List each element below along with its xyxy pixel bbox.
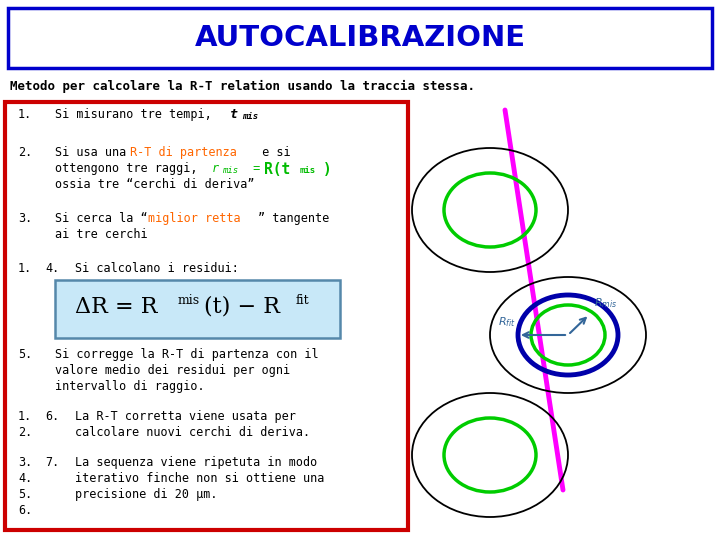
Text: 5.: 5.: [18, 348, 32, 361]
FancyBboxPatch shape: [55, 280, 340, 338]
Text: calcolare nuovi cerchi di deriva.: calcolare nuovi cerchi di deriva.: [75, 426, 310, 439]
Text: intervallo di raggio.: intervallo di raggio.: [55, 380, 204, 393]
Text: precisione di 20 μm.: precisione di 20 μm.: [75, 488, 217, 501]
FancyBboxPatch shape: [5, 102, 408, 530]
Text: iterativo finche non si ottiene una: iterativo finche non si ottiene una: [75, 472, 325, 485]
Text: 6.: 6.: [18, 504, 32, 517]
Text: ai tre cerchi: ai tre cerchi: [55, 228, 148, 241]
Text: (t) − R: (t) − R: [204, 296, 280, 318]
Text: fit: fit: [296, 294, 310, 307]
Text: ossia tre “cerchi di deriva”: ossia tre “cerchi di deriva”: [55, 178, 254, 191]
Text: t: t: [230, 108, 238, 121]
Text: 4.: 4.: [18, 472, 32, 485]
Text: AUTOCALIBRAZIONE: AUTOCALIBRAZIONE: [194, 24, 526, 52]
Text: $R_{fit}$: $R_{fit}$: [498, 315, 516, 329]
Text: 1.: 1.: [18, 262, 32, 275]
Text: R-T di partenza: R-T di partenza: [130, 146, 237, 159]
Text: valore medio dei residui per ogni: valore medio dei residui per ogni: [55, 364, 290, 377]
Text: 2.: 2.: [18, 146, 32, 159]
Text: ” tangente: ” tangente: [258, 212, 329, 225]
Text: e si: e si: [255, 146, 291, 159]
Text: 7.: 7.: [45, 456, 59, 469]
Text: ΔR = R: ΔR = R: [75, 296, 158, 318]
Text: La sequenza viene ripetuta in modo: La sequenza viene ripetuta in modo: [75, 456, 318, 469]
Text: Si cerca la “: Si cerca la “: [55, 212, 148, 225]
Text: mis: mis: [178, 294, 200, 307]
Text: 6.: 6.: [45, 410, 59, 423]
Text: 3.: 3.: [18, 456, 32, 469]
Text: r: r: [212, 162, 219, 175]
Text: 1.: 1.: [18, 410, 32, 423]
Text: 2.: 2.: [18, 426, 32, 439]
Text: ottengono tre raggi,: ottengono tre raggi,: [55, 162, 204, 175]
Text: mis: mis: [242, 112, 258, 121]
Text: mis: mis: [222, 166, 238, 175]
Text: 1.: 1.: [18, 108, 32, 121]
Text: Si calcolano i residui:: Si calcolano i residui:: [75, 262, 239, 275]
Text: R(t: R(t: [264, 162, 290, 177]
Text: La R-T corretta viene usata per: La R-T corretta viene usata per: [75, 410, 296, 423]
Text: 5.: 5.: [18, 488, 32, 501]
Text: Si usa una: Si usa una: [55, 146, 133, 159]
Text: mis: mis: [300, 166, 316, 175]
Text: Metodo per calcolare la R-T relation usando la traccia stessa.: Metodo per calcolare la R-T relation usa…: [10, 80, 475, 93]
Text: ): ): [323, 162, 332, 177]
FancyBboxPatch shape: [8, 8, 712, 68]
Text: $R_{mis}$: $R_{mis}$: [594, 296, 617, 310]
Text: 3.: 3.: [18, 212, 32, 225]
Text: Si corregge la R-T di partenza con il: Si corregge la R-T di partenza con il: [55, 348, 319, 361]
Text: 4.: 4.: [45, 262, 59, 275]
Text: Si misurano tre tempi,: Si misurano tre tempi,: [55, 108, 219, 121]
Text: =: =: [246, 162, 267, 175]
Text: miglior retta: miglior retta: [148, 212, 240, 225]
